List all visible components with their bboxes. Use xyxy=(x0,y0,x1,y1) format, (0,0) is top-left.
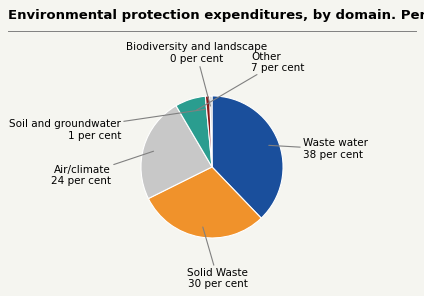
Text: Environmental protection expenditures, by domain. Per cent. 2005: Environmental protection expenditures, b… xyxy=(8,9,424,22)
Wedge shape xyxy=(210,96,212,167)
Text: Biodiversity and landscape
0 per cent: Biodiversity and landscape 0 per cent xyxy=(126,42,267,106)
Text: Soil and groundwater
1 per cent: Soil and groundwater 1 per cent xyxy=(9,109,206,141)
Text: Other
7 per cent: Other 7 per cent xyxy=(196,52,304,110)
Wedge shape xyxy=(148,167,261,238)
Text: Waste water
38 per cent: Waste water 38 per cent xyxy=(269,139,368,160)
Wedge shape xyxy=(212,96,283,218)
Text: Solid Waste
30 per cent: Solid Waste 30 per cent xyxy=(187,227,248,289)
Wedge shape xyxy=(205,96,212,167)
Wedge shape xyxy=(141,106,212,199)
Text: Air/climate
24 per cent: Air/climate 24 per cent xyxy=(51,151,153,186)
Wedge shape xyxy=(176,96,212,167)
